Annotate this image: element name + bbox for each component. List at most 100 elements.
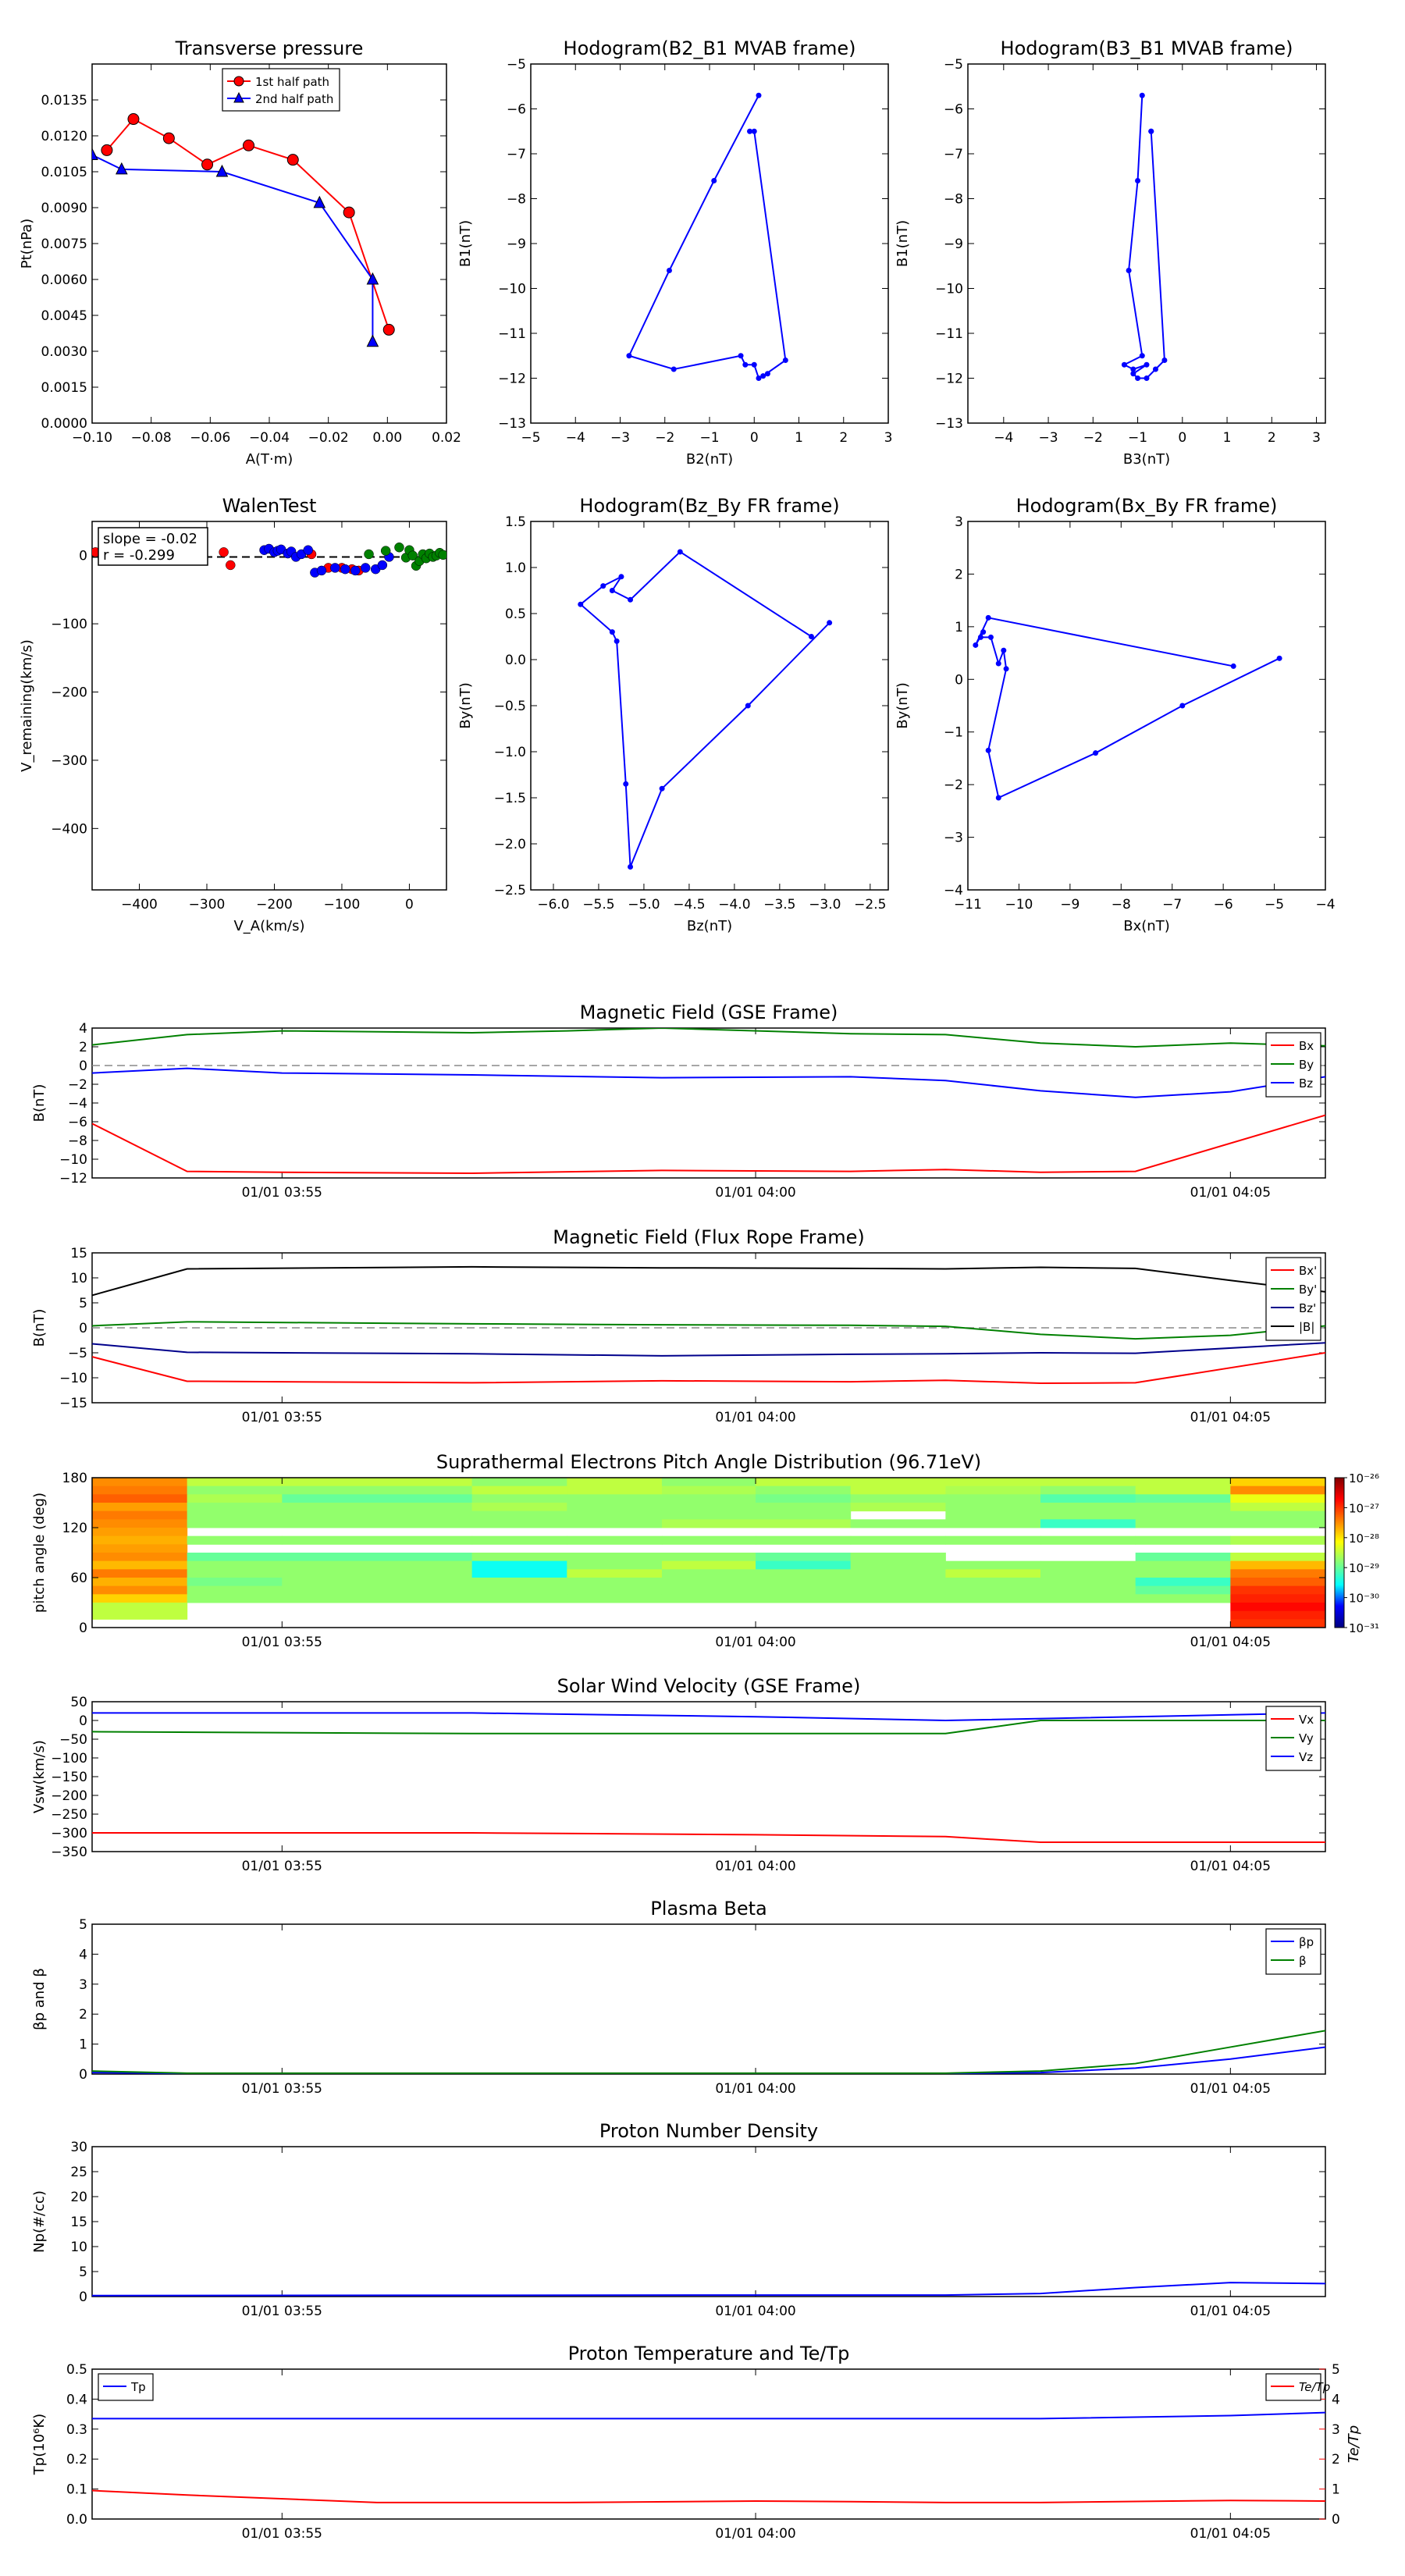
- y-tick-label: 0.0090: [41, 201, 87, 216]
- heatmap-cell: [850, 1594, 946, 1603]
- plot-frame: [530, 63, 889, 424]
- legend-label: By: [1299, 1058, 1314, 1072]
- heatmap-cell: [661, 1510, 756, 1520]
- chart-h2: Hodogram(B3_B1 MVAB frame)−4 −3 −2 −1 0 1 2 3−1…: [895, 37, 1326, 468]
- data-point: [1144, 361, 1150, 368]
- series-line: [579, 550, 831, 867]
- heatmap-cell: [1135, 1594, 1231, 1603]
- y-tick-label: −7: [944, 147, 963, 162]
- plot-frame: [91, 1923, 1326, 2075]
- chart-title: Proton Temperature and Te/Tp: [568, 2343, 850, 2364]
- y-tick-label: −10: [498, 282, 526, 297]
- x-tick-label: 1: [795, 430, 803, 446]
- heatmap-cell: [661, 1519, 756, 1528]
- y-tick-label: 5: [79, 1917, 87, 1933]
- x-tick-label: 01/01 04:05: [1190, 2081, 1271, 2097]
- series-line: [628, 94, 787, 379]
- x-tick-label: −1: [699, 430, 719, 446]
- data-point: [1135, 178, 1141, 183]
- heatmap-cell: [1040, 1585, 1136, 1595]
- y-tick-label: −8: [507, 192, 526, 208]
- data-point: [380, 546, 391, 556]
- x-tick-label: 01/01 04:05: [1190, 2304, 1271, 2319]
- series-line: [92, 154, 374, 342]
- heatmap-cell: [1230, 1610, 1326, 1620]
- legend-label: 1st half path: [255, 75, 329, 89]
- y-axis-label: Pt(nPa): [19, 219, 35, 269]
- x-tick-label: −4.5: [673, 897, 705, 913]
- heatmap-cell: [945, 1510, 1041, 1520]
- heatmap-cell: [567, 1585, 663, 1595]
- chart-beta: Plasma Beta 01/01 03:55 01/01 04:00 01/01 0…: [31, 1898, 1326, 2097]
- heatmap-cell: [850, 1485, 946, 1495]
- x-tick-label: 01/01 04:00: [715, 1635, 795, 1650]
- colorbar: [1334, 1477, 1345, 1628]
- y-tick-label: −1.5: [494, 791, 526, 806]
- data-point: [1121, 361, 1127, 368]
- colorbar-label: 10⁻³⁰: [1349, 1592, 1379, 1606]
- data-point: [201, 158, 214, 171]
- y-tick-label: −2: [944, 777, 963, 793]
- heatmap-cell: [661, 1585, 756, 1595]
- heatmap-cell: [471, 1485, 567, 1495]
- x-tick-label: 01/01 03:55: [242, 2304, 322, 2319]
- data-point: [101, 144, 113, 156]
- legend-label: βp: [1299, 1935, 1314, 1949]
- heatmap-cell: [661, 1535, 756, 1545]
- y-tick-label: 4: [79, 1947, 87, 1962]
- legend-label: Bz: [1299, 1076, 1313, 1091]
- series-line: [92, 1265, 1325, 1297]
- legend-marker: [233, 76, 244, 87]
- heatmap-cell: [92, 1603, 188, 1612]
- data-point: [438, 550, 446, 560]
- y-tick-label: 0.1: [66, 2482, 87, 2498]
- heatmap-cell: [1135, 1485, 1231, 1495]
- heatmap-cell: [1040, 1478, 1136, 1487]
- heatmap-cell: [187, 1578, 283, 1587]
- heatmap-cell: [282, 1510, 473, 1520]
- colorbar-label: 10⁻³¹: [1349, 1621, 1379, 1635]
- heatmap-cell: [567, 1503, 663, 1512]
- x-tick-label: 01/01 04:00: [715, 2081, 795, 2097]
- x-tick-label: 01/01 03:55: [242, 2526, 322, 2542]
- data-point: [827, 620, 833, 626]
- legend-box: [1265, 1928, 1321, 1975]
- data-point: [219, 547, 229, 557]
- data-point: [366, 334, 379, 347]
- plot-frame: [91, 2146, 1326, 2297]
- data-point: [711, 178, 717, 183]
- data-point: [1003, 666, 1009, 672]
- x-tick-label: −2.5: [854, 897, 886, 913]
- legend-label: Vy: [1299, 1731, 1314, 1745]
- legend-label: Te/Tp: [1299, 2380, 1330, 2394]
- y-tick-label: −15: [59, 1396, 87, 1411]
- data-point: [407, 550, 418, 560]
- heatmap-cell: [945, 1594, 1041, 1603]
- data-point: [1179, 703, 1186, 709]
- data-point: [215, 164, 229, 177]
- y-right-tick-label: 5: [1332, 2362, 1340, 2378]
- annotation-text: r = -0.299: [103, 547, 175, 564]
- x-tick-label: 01/01 04:05: [1190, 1185, 1271, 1201]
- legend-label: Vx: [1299, 1713, 1314, 1727]
- y-tick-label: −8: [68, 1133, 87, 1149]
- x-tick-label: 2: [839, 430, 848, 446]
- x-tick-label: 0.02: [432, 430, 461, 446]
- x-tick-label: −9: [1060, 897, 1080, 913]
- y-tick-label: 1: [79, 2037, 87, 2053]
- heatmap-cell: [850, 1585, 946, 1595]
- x-tick-label: −6.0: [537, 897, 569, 913]
- heatmap-cell: [282, 1569, 473, 1578]
- colorbar-label: 10⁻²⁸: [1349, 1532, 1379, 1546]
- heatmap-cell: [567, 1494, 663, 1503]
- y-tick-label: −13: [498, 416, 526, 432]
- chart-vsw: Solar Wind Velocity (GSE Frame) 01/01 03:…: [31, 1675, 1326, 1874]
- legend-label: Bx: [1299, 1039, 1314, 1053]
- heatmap-cell: [661, 1594, 756, 1603]
- data-point: [382, 323, 395, 336]
- series-group: [92, 1712, 1325, 1843]
- plot-frame: [91, 521, 447, 891]
- y-tick-label: −1: [944, 725, 963, 741]
- series-line: [92, 1114, 1325, 1175]
- heatmap-cell: [282, 1594, 473, 1603]
